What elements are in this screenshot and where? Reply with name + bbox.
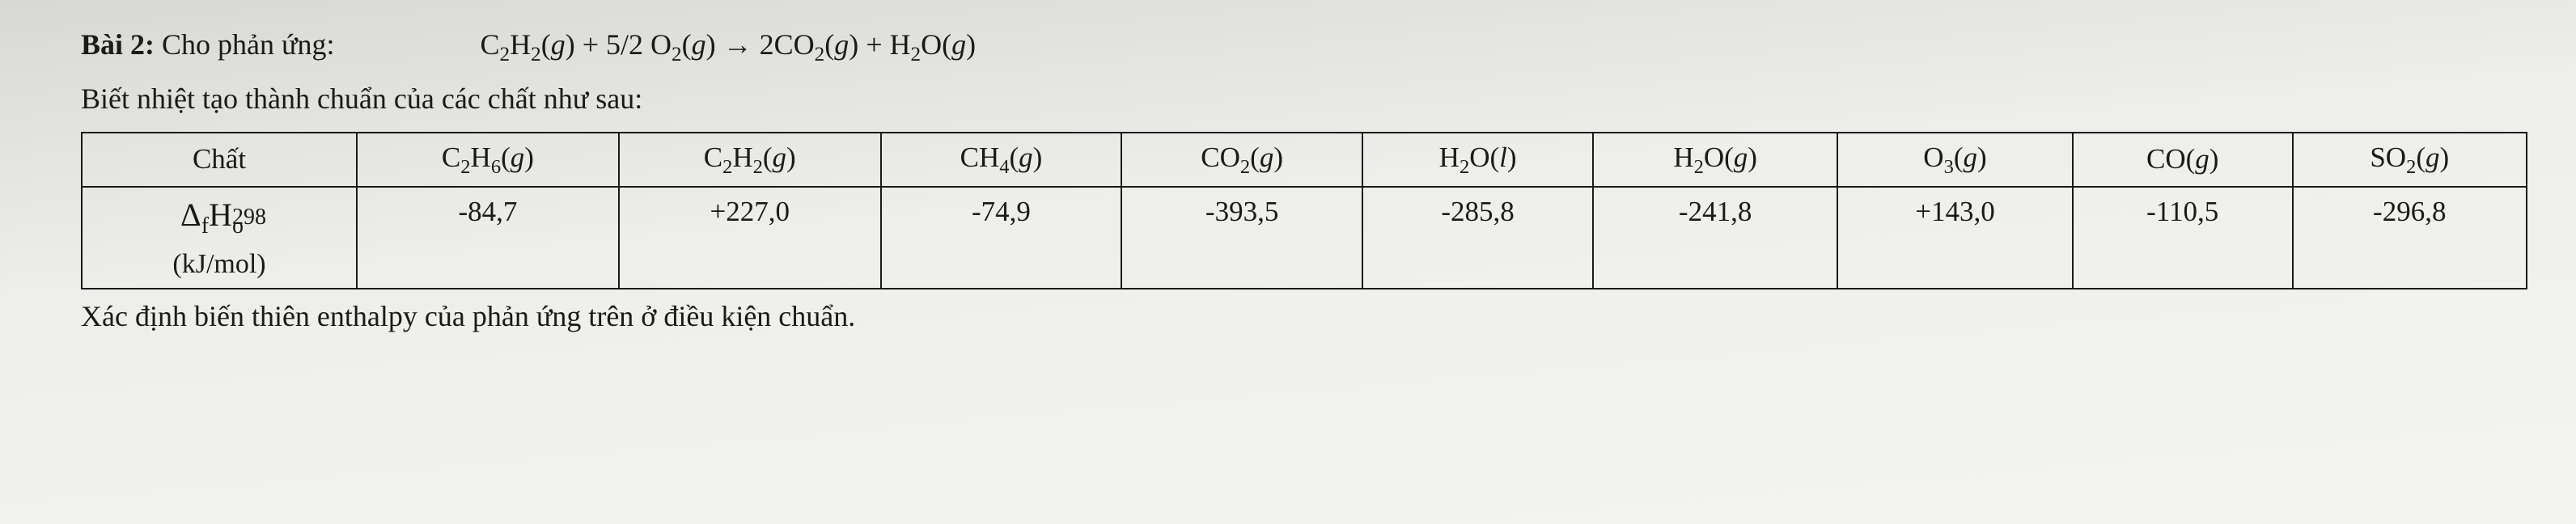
enthalpy-table: Chất C2H6(g)C2H2(g)CH4(g)CO2(g)H2O(l)H2O…: [81, 132, 2527, 289]
problem-label: Bài 2:: [81, 28, 155, 61]
problem-line: Bài 2: Cho phản ứng:: [81, 23, 335, 66]
value-cell: +143,0: [1837, 187, 2073, 289]
row-label-enthalpy: ΔfHo298 (kJ/mol): [82, 187, 357, 289]
species-cell: SO2(g): [2293, 133, 2527, 187]
unit-label: (kJ/mol): [97, 243, 341, 285]
value-cell: +227,0: [619, 187, 881, 289]
intro-text: Biết nhiệt tạo thành chuẩn của các chất …: [81, 77, 2527, 120]
species-cell: H2O(g): [1593, 133, 1837, 187]
table-row-values: ΔfHo298 (kJ/mol) -84,7+227,0-74,9-393,5-…: [82, 187, 2527, 289]
table-row-species: Chất C2H6(g)C2H2(g)CH4(g)CO2(g)H2O(l)H2O…: [82, 133, 2527, 187]
value-cell: -110,5: [2073, 187, 2293, 289]
row-label-species: Chất: [82, 133, 357, 187]
species-cell: CO2(g): [1121, 133, 1362, 187]
species-cell: O3(g): [1837, 133, 2073, 187]
value-cell: -285,8: [1362, 187, 1593, 289]
species-cell: H2O(l): [1362, 133, 1593, 187]
reaction-equation: C2H2(g) + 5/2 O2(g) → 2CO2(g) + H2O(g): [481, 23, 977, 70]
problem-header: Bài 2: Cho phản ứng: C2H2(g) + 5/2 O2(g)…: [81, 23, 2527, 70]
species-cell: C2H6(g): [357, 133, 619, 187]
value-cell: -84,7: [357, 187, 619, 289]
delta-f-h: ΔfHo298: [97, 191, 341, 243]
species-cell: CH4(g): [881, 133, 1122, 187]
species-cell: CO(g): [2073, 133, 2293, 187]
value-cell: -296,8: [2293, 187, 2527, 289]
species-cell: C2H2(g): [619, 133, 881, 187]
problem-prompt: Cho phản ứng:: [162, 28, 335, 61]
value-cell: -74,9: [881, 187, 1122, 289]
value-cell: -393,5: [1121, 187, 1362, 289]
question-text: Xác định biến thiên enthalpy của phản ứn…: [81, 294, 2527, 338]
value-cell: -241,8: [1593, 187, 1837, 289]
